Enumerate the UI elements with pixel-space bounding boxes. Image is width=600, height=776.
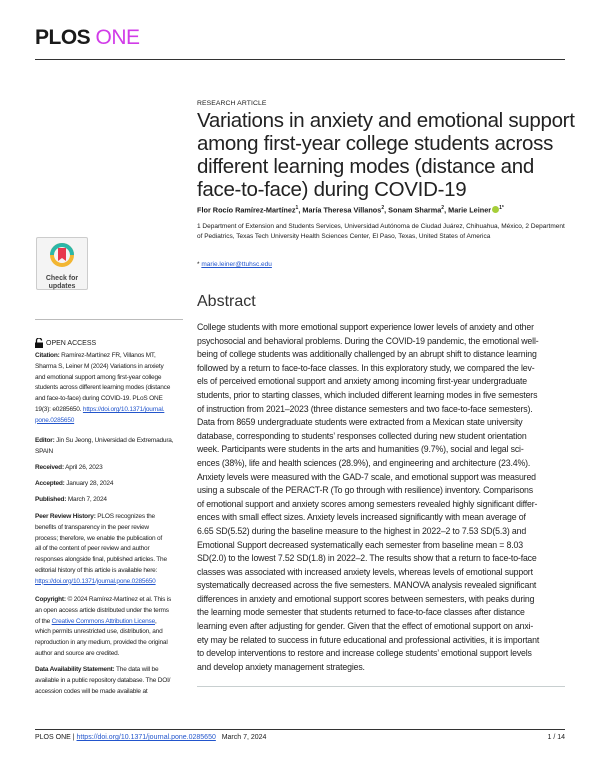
open-lock-icon <box>35 338 43 348</box>
open-access: OPEN ACCESS <box>35 338 96 348</box>
data-availability: Data Availability Statement: The data wi… <box>35 666 171 695</box>
abstract-line: being of college students was additional… <box>197 349 537 360</box>
published-date: Published: March 7, 2024 <box>35 496 107 503</box>
abstract-line: and develop anxiety management strategie… <box>197 661 365 672</box>
received-date: Received: April 26, 2023 <box>35 464 103 471</box>
abstract-line: to develop interventions to restore and … <box>197 648 532 659</box>
abstract-line: using a subscale of the PERACT-R (To go … <box>197 485 533 496</box>
editor: Editor: Jin Su Jeong, Universidad de Ext… <box>35 437 174 455</box>
abstract-line: Data from 8659 undergraduate students we… <box>197 417 523 428</box>
abstract-line: Anxiety levels were measured with the GA… <box>197 471 536 482</box>
corresponding-email: * marie.leiner@ttuhsc.edu <box>197 261 272 268</box>
abstract-line: students, prior to starting classes, whi… <box>197 389 538 400</box>
affiliations: 1 Department of Extension and Students S… <box>197 223 565 240</box>
abstract-line: differences in anxiety and emotional sup… <box>197 593 535 604</box>
article-type: RESEARCH ARTICLE <box>197 100 267 107</box>
abstract-line: learning even after adjusting for gender… <box>197 621 534 632</box>
abstract-line: classes was associated with increased an… <box>197 566 533 577</box>
copyright: Copyright: © 2024 Ramírez-Martínez et al… <box>35 596 172 657</box>
article-title: Variations in anxiety and emotional supp… <box>197 109 575 201</box>
author-list: Flor Rocío Ramírez-Martínez1, María Ther… <box>197 205 504 215</box>
abstract-body: College students with more emotional sup… <box>197 321 539 674</box>
abstract-line: 6.65 SD(5.52) during the baseline measur… <box>197 525 527 536</box>
accepted-date: Accepted: January 28, 2024 <box>35 480 114 487</box>
abstract-line: systematically decreased across the five… <box>197 580 537 591</box>
footer-divider <box>35 729 565 730</box>
abstract-line: followed by a return to face-to-face cla… <box>197 362 535 373</box>
citation-doi-link[interactable]: https://doi.org/10.1371/journal. <box>82 405 165 413</box>
abstract-line: the learning mode semester that students… <box>197 607 525 618</box>
abstract-line: psychosocial and behavioral problems. Du… <box>197 335 539 346</box>
abstract-line: ences with small effect sizes. Anxiety l… <box>197 512 526 523</box>
check-for-updates-badge[interactable]: Check for updates <box>36 237 88 290</box>
citation: Citation: Ramírez-Martínez FR, Villanos … <box>35 352 171 424</box>
abstract-line: of emotional support and anxiety scores … <box>197 498 538 509</box>
orcid-icon[interactable] <box>492 206 500 214</box>
header-divider <box>35 59 565 60</box>
check-updates-icon <box>50 243 74 267</box>
email-link[interactable]: marie.leiner@ttuhsc.edu <box>201 261 272 268</box>
citation-doi-link-cont[interactable]: pone.0285650 <box>35 416 75 424</box>
abstract-line: of instruction from 2021–2023 (three dis… <box>197 403 533 414</box>
abstract-line: ences (38%), life and health sciences (2… <box>197 457 531 468</box>
abstract-line: database, corresponding to students’ res… <box>197 430 527 441</box>
abstract-divider <box>197 686 565 687</box>
footer-doi-link[interactable]: https://doi.org/10.1371/journal.pone.028… <box>76 734 216 741</box>
peer-review-link[interactable]: https://doi.org/10.1371/journal.pone.028… <box>35 577 156 585</box>
abstract-heading: Abstract <box>197 293 256 310</box>
journal-logo: PLOS ONE <box>35 26 140 49</box>
abstract-line: els of perceived emotional support and a… <box>197 376 528 387</box>
peer-review-history: Peer Review History: PLOS recognizes the… <box>35 513 167 585</box>
footer: PLOS ONE | https://doi.org/10.1371/journ… <box>35 734 267 741</box>
abstract-line: week. Participants were students in the … <box>197 444 524 455</box>
abstract-line: SD(2.0) to the lowest 7.52 SD(1.8) in 20… <box>197 553 537 564</box>
abstract-line: Emotional Support decreased systematical… <box>197 539 523 550</box>
page-number: 1 / 14 <box>547 734 565 741</box>
sidebar-divider <box>35 319 183 320</box>
abstract-line: ety may be related to success in future … <box>197 634 540 645</box>
abstract-line: College students with more emotional sup… <box>197 322 534 332</box>
license-link[interactable]: Creative Commons Attribution License <box>51 617 156 625</box>
